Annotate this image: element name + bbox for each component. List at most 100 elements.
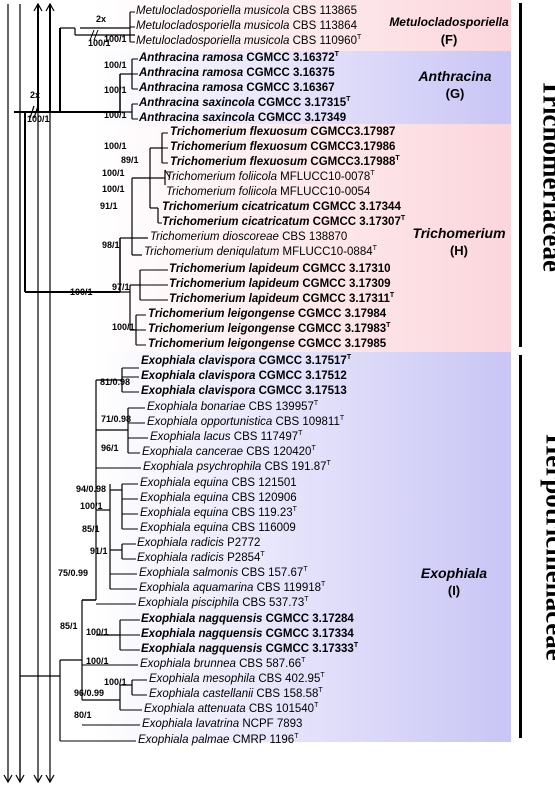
species-name: Trichomerium dioscoreae <box>150 231 279 243</box>
strain-id: CGMCC 3.16367 <box>243 82 335 94</box>
taxon-label: Exophiala attenuata CBS 101540T <box>144 702 319 716</box>
taxon-label: Exophiala clavispora CGMCC 3.17517T <box>141 354 351 368</box>
taxon-label: Exophiala nagquensis CGMCC 3.17334 <box>141 628 354 641</box>
strain-id: MFLUCC10-0884 <box>279 246 373 258</box>
strain-id: CGMCC 3.17311 <box>299 293 390 305</box>
support-value: 100/1 <box>104 677 127 687</box>
species-name: Trichomerium lapideum <box>169 263 300 275</box>
species-name: Exophiala cancerae <box>142 446 244 458</box>
clade-label-g: Anthracina (G) <box>405 68 505 102</box>
type-strain-mark: T <box>260 551 265 559</box>
strain-id: CBS 101540 <box>245 703 315 715</box>
species-name: Exophiala equina <box>140 492 229 504</box>
support-value: 100/1 <box>80 501 103 511</box>
strain-id: CGMCC3.17986 <box>307 141 396 153</box>
clade-g-name: Anthracina <box>418 68 492 84</box>
species-name: Exophiala pisciphila <box>138 597 240 609</box>
type-strain-mark: T <box>301 657 306 665</box>
taxon-label: Exophiala brunnea CBS 587.66T <box>140 657 306 671</box>
type-strain-mark: T <box>370 170 375 178</box>
taxon-label: Trichomerium cicatricatum CGMCC 3.17344 <box>162 201 401 214</box>
strain-id: CGMCC 3.17344 <box>309 201 401 213</box>
support-value: 81/0.98 <box>100 377 131 387</box>
species-name: Anthracina ramosa <box>139 52 244 64</box>
species-name: Trichomerium foliicola <box>166 171 277 183</box>
type-strain-mark: T <box>320 672 325 680</box>
taxon-label: Trichomerium leigongense CGMCC 3.17984 <box>148 308 386 321</box>
taxon-label: Exophiala castellanii CBS 158.58T <box>149 687 323 701</box>
taxon-label: Metulocladosporiella musicola CBS 110960… <box>136 34 361 48</box>
strain-id: CGMCC 3.17309 <box>299 278 391 290</box>
species-name: Metulocladosporiella musicola <box>136 20 290 32</box>
taxon-label: Exophiala palmae CMRP 1196T <box>138 733 298 747</box>
tree-branch <box>33 105 39 119</box>
support-value: 85/1 <box>82 524 100 534</box>
support-value: 89/1 <box>121 155 139 165</box>
species-name: Anthracina ramosa <box>139 82 244 94</box>
species-name: Exophiala radicis <box>137 537 224 549</box>
taxon-label: Trichomerium flexuosum CGMCC3.17987 <box>170 126 395 139</box>
strain-id: CBS 121501 <box>228 477 297 489</box>
species-name: Exophiala brunnea <box>140 658 236 670</box>
type-strain-mark: T <box>311 445 316 453</box>
type-strain-mark: T <box>334 51 339 59</box>
species-name: Exophiala nagquensis <box>141 613 263 625</box>
type-strain-mark: T <box>400 215 406 223</box>
species-name: Exophiala lavatrina <box>142 718 240 730</box>
branch-break-label-root: 2x <box>30 90 41 100</box>
species-name: Metulocladosporiella musicola <box>136 5 290 17</box>
taxon-label: Exophiala psychrophila CBS 191.87T <box>143 460 331 474</box>
taxon-label: Trichomerium cicatricatum CGMCC 3.17307T <box>162 215 406 229</box>
taxon-label: Trichomerium flexuosum CGMCC3.17988T <box>170 155 400 169</box>
taxon-label: Exophiala opportunistica CBS 109811T <box>147 415 344 429</box>
support-value: 100/1 <box>27 114 50 124</box>
exophiala-band <box>0 352 511 742</box>
species-name: Exophiala salmonis <box>139 567 239 579</box>
taxon-label: Anthracina ramosa CGMCC 3.16372T <box>139 51 339 65</box>
species-name: Trichomerium flexuosum <box>170 141 308 153</box>
clade-label-i: Exophiala (I) <box>404 565 504 599</box>
arrow-down-icon <box>3 774 13 784</box>
taxon-label: Anthracina ramosa CGMCC 3.16375 <box>139 67 335 80</box>
taxon-label: Metulocladosporiella musicola CBS 113865 <box>136 5 357 18</box>
species-name: Trichomerium lapideum <box>169 293 300 305</box>
species-name: Trichomerium flexuosum <box>170 126 308 138</box>
species-name: Exophiala castellanii <box>149 688 254 700</box>
strain-id: CBS 116009 <box>228 522 296 534</box>
strain-id: CBS 537.73 <box>239 597 305 609</box>
species-name: Exophiala clavispora <box>141 370 256 382</box>
taxon-label: Trichomerium leigongense CGMCC 3.17985 <box>148 338 386 351</box>
support-value: 100/1 <box>102 184 125 194</box>
taxon-label: Exophiala bonariae CBS 139957T <box>147 400 318 414</box>
support-value: 100/1 <box>112 322 135 332</box>
taxon-label: Exophiala lavatrina NCPF 7893 <box>142 718 302 731</box>
species-name: Metulocladosporiella musicola <box>136 35 290 47</box>
support-value: 100/1 <box>104 34 127 44</box>
species-name: Trichomerium deniqulatum <box>144 246 280 258</box>
strain-id: CGMCC 3.16372 <box>243 52 335 64</box>
taxon-label: Exophiala equina CBS 120906 <box>140 492 297 505</box>
clade-f-code: (F) <box>440 32 458 47</box>
type-strain-mark: T <box>314 702 319 710</box>
strain-id: P2854 <box>223 552 261 564</box>
strain-id: CBS 119.23 <box>228 507 293 519</box>
support-value: 91/1 <box>100 201 118 211</box>
strain-id: NCPF 7893 <box>239 718 303 730</box>
strain-id: CBS 110960 <box>289 35 357 47</box>
clade-h-code: (H) <box>449 243 469 258</box>
taxon-label: Exophiala nagquensis CGMCC 3.17333T <box>141 642 358 656</box>
taxon-label: Trichomerium flexuosum CGMCC3.17986 <box>170 141 395 154</box>
support-value: 100/1 <box>88 38 111 48</box>
strain-id: CGMCC 3.17349 <box>254 112 347 124</box>
species-name: Exophiala bonariae <box>147 401 246 413</box>
family-bracket-herpotrichiellaceae <box>519 355 522 738</box>
taxon-label: Exophiala nagquensis CGMCC 3.17284 <box>141 613 354 626</box>
strain-id: CGMCC3.17988 <box>307 156 396 168</box>
clade-label-f: Metulocladosporiella (F) <box>388 14 510 48</box>
strain-id: MFLUCC10-0078 <box>276 171 371 183</box>
strain-id: CBS 402.95 <box>255 673 321 685</box>
species-name: Exophiala attenuata <box>144 703 246 715</box>
strain-id: CGMCC 3.17307 <box>309 216 401 228</box>
